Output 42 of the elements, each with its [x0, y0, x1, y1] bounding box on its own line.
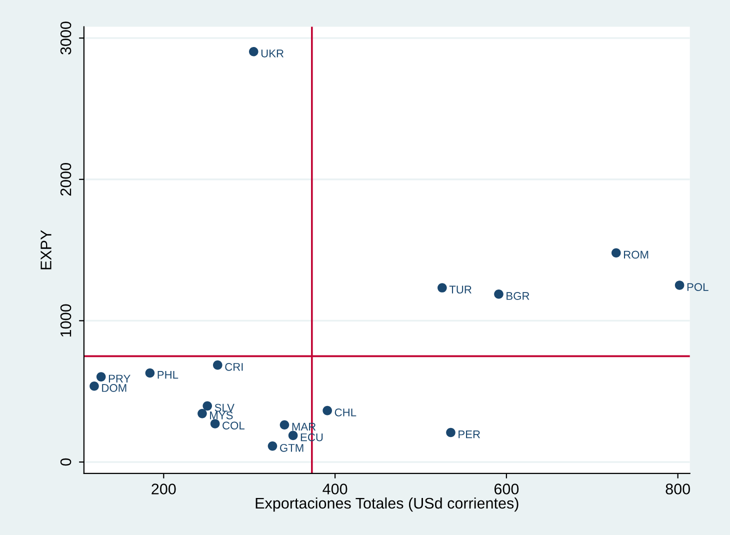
annotation: PRY — [108, 374, 130, 382]
x-tick-label: 400 — [322, 484, 348, 494]
point — [202, 401, 212, 411]
point — [248, 46, 258, 56]
point — [674, 280, 684, 290]
annotation: POL — [687, 283, 708, 291]
annotation: MYS — [210, 411, 233, 420]
point — [280, 420, 290, 430]
annotation: DOM — [102, 384, 126, 392]
y-tick-label: 2000 — [60, 162, 72, 196]
annotation: ROM — [624, 250, 648, 259]
annotation: SLV — [214, 404, 234, 412]
point — [210, 419, 220, 428]
x-axis-title: Exportaciones Totales (USd corrientes) — [256, 497, 518, 512]
point — [494, 289, 504, 299]
annotation: COL — [222, 422, 244, 430]
annotation: PER — [458, 430, 480, 438]
point — [145, 368, 155, 378]
point — [322, 406, 332, 416]
point — [288, 430, 298, 440]
point — [268, 441, 278, 451]
annotation: GTM — [280, 444, 304, 452]
x-tick-label: 800 — [666, 484, 690, 494]
annotation: CRI — [225, 362, 243, 371]
annotation: UKR — [261, 50, 284, 58]
y-tick-label: 3000 — [60, 22, 72, 54]
point — [96, 372, 106, 382]
annotation: CHL — [334, 408, 356, 416]
annotation: BGR — [506, 292, 530, 300]
point — [90, 381, 99, 391]
y-tick-label: 1000 — [60, 304, 72, 337]
y-axis-title: EXPY — [40, 230, 52, 270]
annotation: TUR — [449, 286, 472, 294]
annotation: PHL — [158, 371, 178, 379]
point — [611, 248, 621, 258]
point — [198, 408, 207, 418]
y-tick-label: 0 — [60, 458, 72, 466]
x-tick-label: 600 — [494, 484, 519, 494]
point — [212, 360, 222, 370]
point — [446, 428, 456, 438]
point — [438, 283, 447, 292]
x-tick-label: 200 — [152, 484, 176, 494]
